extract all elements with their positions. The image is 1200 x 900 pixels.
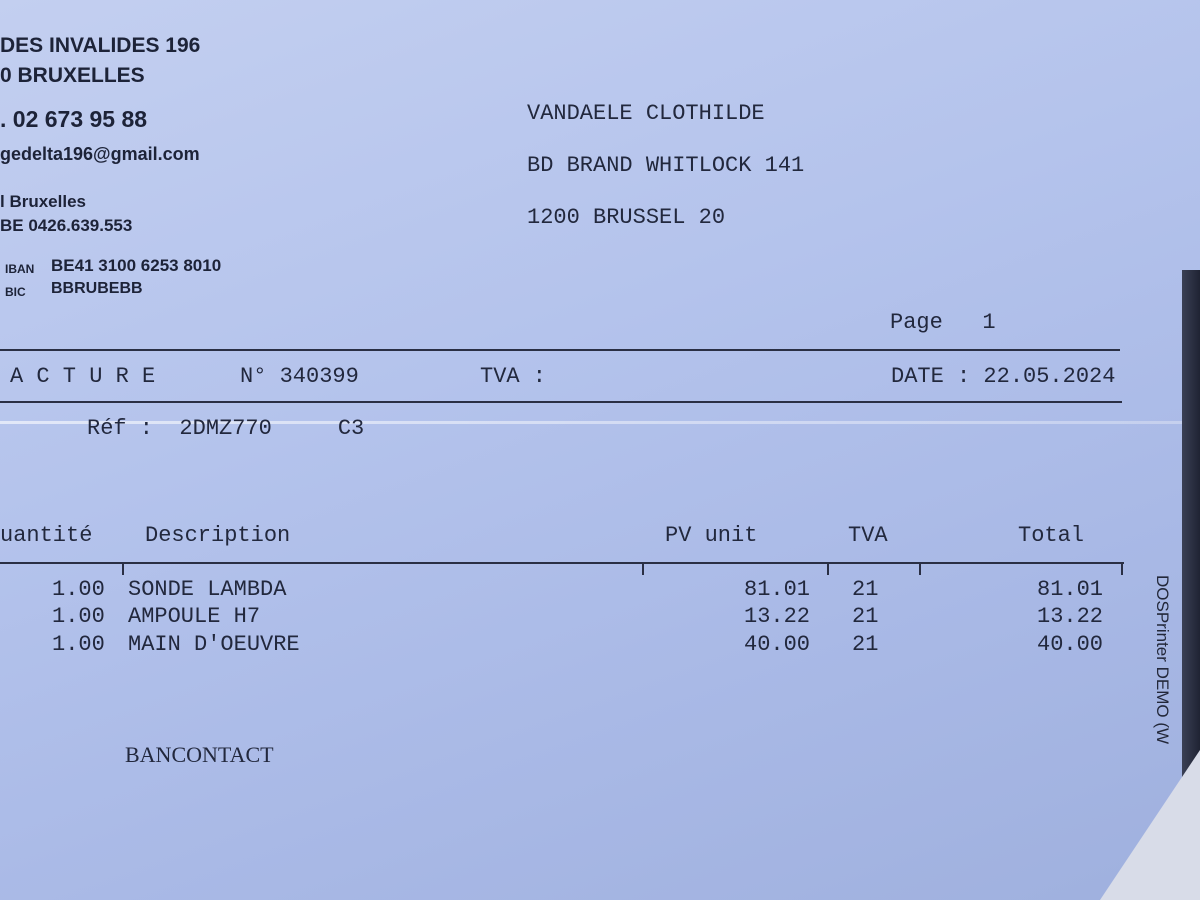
printer-watermark: DOSPrinter DEMO (W (1153, 575, 1172, 745)
invoice-title: A C T U R E (10, 364, 156, 389)
recipient-street: BD BRAND WHITLOCK 141 (527, 153, 805, 178)
column-tick (1121, 563, 1123, 575)
row-description: MAIN D'OEUVRE (128, 632, 300, 657)
recipient-city: 1200 BRUSSEL 20 (527, 205, 726, 230)
recipient-name: VANDAELE CLOTHILDE (527, 101, 765, 126)
row-quantity: 1.00 (52, 577, 105, 602)
invoice-date: DATE : 22.05.2024 (891, 364, 1116, 389)
header-quantity: uantité (0, 523, 93, 548)
divider (0, 401, 1122, 403)
column-tick (642, 563, 644, 575)
header-total: Total (1018, 523, 1085, 548)
header-rule (0, 562, 1124, 564)
payment-method: BANCONTACT (125, 742, 274, 767)
row-total: 40.00 (1037, 632, 1104, 657)
header-unit-price: PV unit (665, 523, 758, 548)
sender-street: DES INVALIDES 196 (0, 34, 201, 57)
row-unit-price: 40.00 (744, 632, 811, 657)
header-description: Description (145, 523, 291, 548)
row-total: 81.01 (1037, 577, 1104, 602)
row-total: 13.22 (1037, 604, 1104, 629)
iban-label: IBAN (5, 262, 35, 276)
invoice-tva: TVA : (480, 364, 547, 389)
row-unit-price: 81.01 (744, 577, 811, 602)
row-description: SONDE LAMBDA (128, 577, 287, 602)
invoice-ref: Réf : 2DMZ770 C3 (87, 416, 365, 441)
sender-registry: l Bruxelles (0, 192, 86, 211)
page-number: Page 1 (890, 310, 996, 335)
header-tva: TVA (848, 523, 888, 548)
sender-iban: BE41 3100 6253 8010 (51, 256, 222, 275)
sender-city: 0 BRUXELLES (0, 64, 145, 87)
row-tva: 21 (852, 577, 879, 602)
column-tick (919, 563, 921, 575)
column-tick (122, 563, 124, 575)
column-tick (827, 563, 829, 575)
paper-edge (1182, 270, 1200, 900)
invoice-number: N° 340399 (240, 364, 359, 389)
sender-vat: BE 0426.639.553 (0, 216, 133, 235)
paper-corner (1100, 750, 1200, 900)
paper-crease (0, 421, 1200, 424)
divider (0, 349, 1120, 351)
bic-label: BIC (5, 285, 26, 299)
sender-email: gedelta196@gmail.com (0, 144, 200, 164)
row-quantity: 1.00 (52, 632, 105, 657)
row-quantity: 1.00 (52, 604, 105, 629)
sender-phone: . 02 673 95 88 (0, 106, 148, 132)
row-unit-price: 13.22 (744, 604, 811, 629)
sender-bic: BBRUBEBB (51, 280, 143, 297)
row-tva: 21 (852, 632, 879, 657)
row-tva: 21 (852, 604, 879, 629)
row-description: AMPOULE H7 (128, 604, 261, 629)
